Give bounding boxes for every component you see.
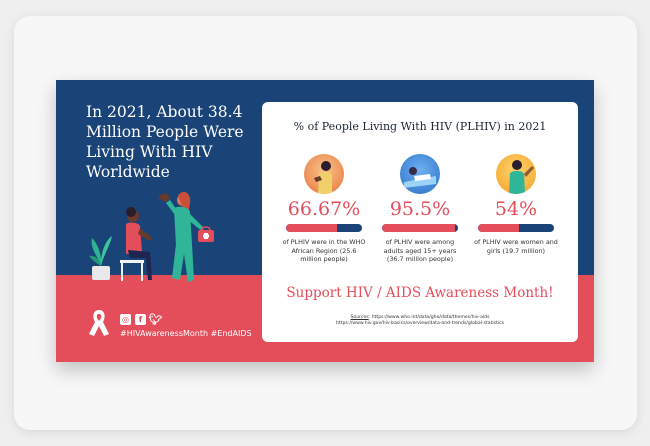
headline: In 2021, About 38.4 Million People Were … [86, 103, 244, 181]
stat-adults: 95.5% of PLHIV were among adults aged 15… [377, 154, 463, 264]
stat-adults-image [400, 154, 440, 194]
stat-adults-bar [382, 224, 458, 232]
seated-woman-illustration [126, 207, 152, 280]
stat-women-girls-desc: of PLHIV were women and girls (19.7 mill… [474, 238, 558, 255]
banner-footer: ◎ f 🐦︎ #HIVAwarenessMonth #EndAIDS [86, 308, 276, 338]
twitter-icon[interactable]: 🐦︎ [148, 313, 163, 326]
social-icons: ◎ f 🐦︎ [120, 313, 163, 326]
call-to-action: Support HIV / AIDS Awareness Month! [286, 285, 554, 301]
awareness-ribbon-icon [89, 310, 109, 336]
chair-illustration [120, 260, 144, 281]
stat-adults-bar-fill [382, 224, 455, 232]
stat-women-girls-image [496, 154, 536, 194]
stat-african-region-bar-fill [286, 224, 337, 232]
stat-african-region-bar [286, 224, 362, 232]
hiv-awareness-banner: In 2021, About 38.4 Million People Were … [56, 80, 594, 362]
hashtags: #HIVAwarenessMonth #EndAIDS [120, 329, 252, 338]
stat-women-girls-bar [478, 224, 554, 232]
stat-adults-desc: of PLHIV were among adults aged 15+ year… [383, 238, 457, 263]
doctor-illustration [158, 191, 214, 282]
sources-label: Sources [350, 315, 369, 320]
stat-african-region-image [304, 154, 344, 194]
sources-line-1[interactable]: : https://www.who.int/data/gho/data/them… [368, 315, 490, 320]
stat-african-region-value: 66.67% [287, 198, 361, 220]
stat-women-girls: 54% of PLHIV were women and girls (19.7 … [473, 154, 559, 255]
stat-adults-value: 95.5% [389, 198, 451, 220]
instagram-icon[interactable]: ◎ [120, 314, 131, 325]
stats-card: % of People Living With HIV (PLHIV) in 2… [262, 102, 578, 342]
card-title: % of People Living With HIV (PLHIV) in 2… [293, 120, 547, 133]
stat-african-region-desc: of PLHIV were in the WHO African Region … [282, 238, 366, 263]
sources: Sources: https://www.who.int/data/gho/da… [262, 315, 578, 327]
plant-illustration [89, 236, 112, 280]
stat-women-girls-value: 54% [494, 198, 538, 220]
sources-line-2[interactable]: https://www.hiv.gov/hiv-basics/overview/… [335, 321, 505, 326]
stat-african-region: 66.67% of PLHIV were in the WHO African … [281, 154, 367, 264]
illustration-people [89, 191, 214, 282]
stat-women-girls-bar-fill [478, 224, 520, 232]
facebook-icon[interactable]: f [135, 314, 146, 325]
